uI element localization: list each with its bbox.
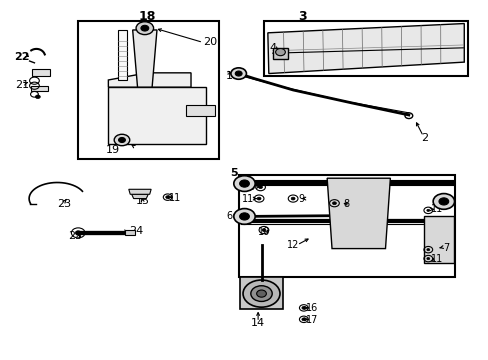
Circle shape xyxy=(432,194,454,209)
Text: 5: 5 xyxy=(229,168,237,178)
Text: 15: 15 xyxy=(135,197,149,206)
Text: 3: 3 xyxy=(298,10,306,23)
Polygon shape xyxy=(108,73,191,87)
Circle shape xyxy=(239,213,249,220)
Circle shape xyxy=(275,49,285,56)
Text: 11: 11 xyxy=(242,194,254,204)
Polygon shape xyxy=(239,277,283,309)
Polygon shape xyxy=(131,194,148,199)
Circle shape xyxy=(332,202,336,204)
Text: 16: 16 xyxy=(306,303,318,313)
Circle shape xyxy=(114,134,129,146)
Text: 12: 12 xyxy=(286,240,299,250)
Bar xyxy=(264,21,467,76)
Text: 17: 17 xyxy=(306,315,318,325)
Circle shape xyxy=(290,197,294,200)
Circle shape xyxy=(426,249,429,251)
Polygon shape xyxy=(186,105,215,116)
Polygon shape xyxy=(31,69,50,76)
Circle shape xyxy=(262,229,265,231)
Circle shape xyxy=(243,280,280,307)
Polygon shape xyxy=(118,30,126,80)
Circle shape xyxy=(118,138,125,143)
Polygon shape xyxy=(108,87,205,144)
Circle shape xyxy=(35,95,40,99)
Circle shape xyxy=(239,180,249,187)
Text: 22: 22 xyxy=(14,52,29,62)
Circle shape xyxy=(141,25,148,31)
Circle shape xyxy=(257,197,261,200)
Text: 13: 13 xyxy=(244,182,256,192)
Text: 23: 23 xyxy=(58,199,72,209)
Text: 20: 20 xyxy=(203,37,217,48)
Text: 14: 14 xyxy=(250,318,264,328)
Circle shape xyxy=(233,176,255,192)
Circle shape xyxy=(301,306,305,309)
Polygon shape xyxy=(272,48,287,59)
Text: 2: 2 xyxy=(420,133,427,143)
Text: 21: 21 xyxy=(15,80,29,90)
Circle shape xyxy=(75,231,81,235)
Circle shape xyxy=(258,186,262,189)
Circle shape xyxy=(233,208,255,224)
Polygon shape xyxy=(132,30,157,87)
Text: 10: 10 xyxy=(257,227,269,237)
Text: 11: 11 xyxy=(169,193,181,203)
Bar xyxy=(78,21,219,159)
Circle shape xyxy=(256,290,266,297)
Polygon shape xyxy=(125,230,135,235)
Text: 8: 8 xyxy=(343,199,349,209)
Circle shape xyxy=(426,209,429,211)
Text: 18: 18 xyxy=(138,10,156,23)
Text: 19: 19 xyxy=(106,145,120,155)
Text: 7: 7 xyxy=(443,243,449,253)
Polygon shape xyxy=(30,86,47,91)
Text: 1: 1 xyxy=(225,71,232,81)
Circle shape xyxy=(250,286,272,301)
Polygon shape xyxy=(267,23,463,73)
Circle shape xyxy=(426,257,429,260)
Text: 4: 4 xyxy=(268,43,276,53)
Polygon shape xyxy=(128,189,151,194)
Polygon shape xyxy=(424,216,453,263)
Text: 24: 24 xyxy=(129,226,143,236)
Text: 11: 11 xyxy=(430,254,442,264)
Circle shape xyxy=(301,318,305,321)
Text: 11: 11 xyxy=(430,204,442,214)
Text: 6: 6 xyxy=(226,211,232,221)
Text: 9: 9 xyxy=(298,194,305,204)
Circle shape xyxy=(230,68,246,79)
Circle shape xyxy=(136,22,153,35)
Circle shape xyxy=(438,198,448,205)
Circle shape xyxy=(165,196,169,199)
Text: 25: 25 xyxy=(68,231,82,242)
Circle shape xyxy=(235,71,242,76)
Bar xyxy=(238,175,454,277)
Polygon shape xyxy=(326,178,389,249)
